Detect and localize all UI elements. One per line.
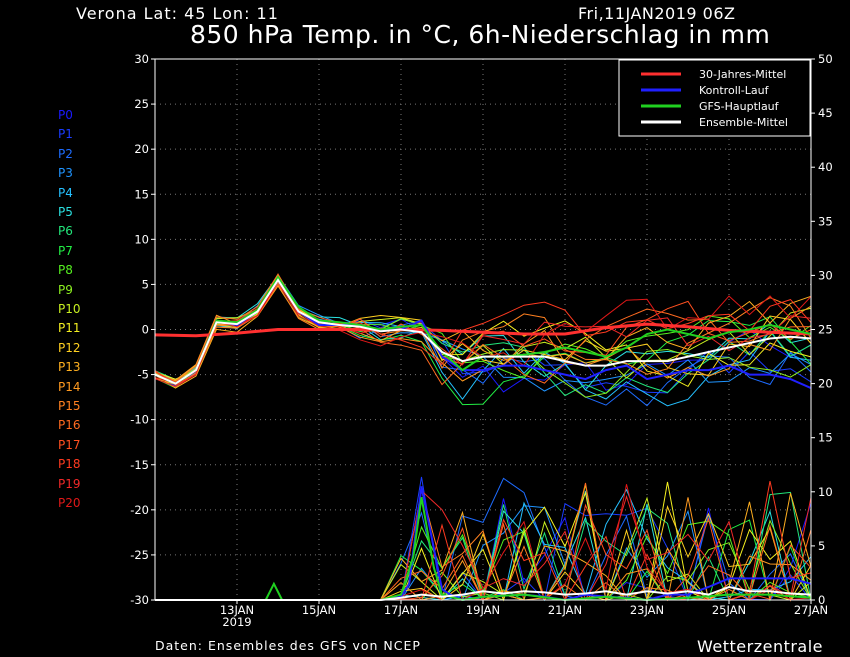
y-left-tick-label: 0 bbox=[142, 323, 149, 337]
member-label-p12: P12 bbox=[58, 340, 81, 355]
member-label-p0: P0 bbox=[58, 108, 73, 122]
y-left-tick-label: -10 bbox=[130, 413, 149, 427]
precip-line-kontroll-lauf bbox=[380, 486, 812, 602]
y-right-tick-label: 35 bbox=[818, 214, 833, 228]
temp-line-ensemble-mittel bbox=[154, 278, 812, 385]
y-left-tick-label: -15 bbox=[130, 458, 149, 472]
member-label-p9: P9 bbox=[58, 282, 73, 297]
member-label-p17: P17 bbox=[58, 437, 81, 452]
member-label-p5: P5 bbox=[58, 205, 73, 219]
member-label-p13: P13 bbox=[58, 360, 81, 375]
y-right-tick-label: 15 bbox=[818, 431, 833, 445]
x-tick-label: 19JAN bbox=[466, 603, 500, 617]
x-tick-year-label: 2019 bbox=[222, 615, 251, 629]
chart-title: 850 hPa Temp. in °C, 6h-Niederschlag in … bbox=[190, 20, 771, 49]
legend-label-ensemble-mittel: Ensemble-Mittel bbox=[699, 116, 788, 129]
x-tick-label: 21JAN bbox=[548, 603, 582, 617]
y-right-tick-label: 50 bbox=[818, 52, 833, 66]
x-tick-label: 13JAN bbox=[220, 603, 254, 617]
member-precip-p20 bbox=[155, 484, 812, 601]
data-source-footer: Daten: Ensembles des GFS von NCEP bbox=[155, 638, 421, 653]
temp-line-30-jahres-mittel bbox=[154, 322, 812, 338]
member-label-p16: P16 bbox=[58, 418, 81, 433]
y-right-tick-label: 30 bbox=[818, 268, 833, 282]
y-left-tick-label: 15 bbox=[134, 187, 149, 201]
y-left-tick-label: 10 bbox=[134, 232, 149, 246]
x-tick-label: 15JAN bbox=[302, 603, 336, 617]
y-left-tick-label: 5 bbox=[142, 277, 149, 291]
y-left-tick-label: -5 bbox=[138, 368, 149, 382]
y-right-tick-label: 10 bbox=[818, 485, 833, 499]
x-tick-label: 17JAN bbox=[384, 603, 418, 617]
member-label-p1: P1 bbox=[58, 127, 73, 142]
x-tick-label: 25JAN bbox=[712, 603, 746, 617]
member-precip-p10 bbox=[155, 484, 812, 602]
member-label-p8: P8 bbox=[58, 263, 73, 278]
member-label-p6: P6 bbox=[58, 224, 73, 239]
legend-label-kontroll-lauf: Kontroll-Lauf bbox=[699, 84, 770, 97]
legend-label-gfs-hauptlauf: GFS-Hauptlauf bbox=[699, 100, 780, 113]
chart-legend: 30-Jahres-Mittel Kontroll-Lauf GFS-Hauptla… bbox=[618, 59, 811, 137]
run-date-label: Fri,11JAN2019 06Z bbox=[578, 4, 736, 23]
member-line-p2 bbox=[154, 280, 812, 407]
x-tick-label: 27JAN bbox=[794, 603, 828, 617]
y-right-tick-label: 5 bbox=[818, 539, 825, 553]
y-right-tick-label: 45 bbox=[818, 106, 833, 120]
y-right-tick-label: 40 bbox=[818, 160, 833, 174]
member-label-p20: P20 bbox=[58, 496, 81, 510]
member-label-p10: P10 bbox=[58, 302, 81, 316]
member-label-p11: P11 bbox=[58, 321, 81, 336]
y-left-tick-label: 30 bbox=[134, 52, 149, 66]
y-right-tick-label: 20 bbox=[818, 377, 833, 391]
x-tick-label: 23JAN bbox=[630, 603, 664, 617]
member-label-p18: P18 bbox=[58, 457, 81, 472]
y-right-tick-label: 0 bbox=[818, 593, 825, 607]
precip-line-ensemble-mittel bbox=[155, 585, 812, 601]
member-line-p13 bbox=[154, 285, 812, 389]
member-precip-p16 bbox=[155, 482, 812, 602]
highlighted-series-lines bbox=[154, 275, 812, 602]
y-left-tick-label: -30 bbox=[130, 593, 149, 607]
y-right-tick-label: 25 bbox=[818, 323, 833, 337]
member-label-p14: P14 bbox=[58, 379, 81, 394]
member-precip-p3 bbox=[155, 490, 811, 602]
brand-footer: Wetterzentrale bbox=[697, 637, 824, 656]
member-label-p2: P2 bbox=[58, 146, 73, 161]
member-label-p7: P7 bbox=[58, 243, 73, 258]
member-label-p19: P19 bbox=[58, 476, 81, 491]
member-label-p3: P3 bbox=[58, 166, 73, 181]
axes: 302520151050-5-10-15-20-25-3050454035302… bbox=[130, 52, 832, 629]
member-line-p16 bbox=[154, 273, 812, 386]
member-label-p4: P4 bbox=[58, 185, 73, 200]
y-left-tick-label: 20 bbox=[134, 142, 149, 156]
y-left-tick-label: 25 bbox=[134, 97, 149, 111]
member-label-p15: P15 bbox=[58, 399, 81, 413]
location-label: Verona Lat: 45 Lon: 11 bbox=[76, 4, 279, 23]
legend-label-30-jahres-mittel: 30-Jahres-Mittel bbox=[699, 68, 786, 81]
y-left-tick-label: -25 bbox=[130, 548, 149, 562]
y-left-tick-label: -20 bbox=[130, 503, 149, 517]
ensemble-member-lines bbox=[154, 273, 812, 602]
